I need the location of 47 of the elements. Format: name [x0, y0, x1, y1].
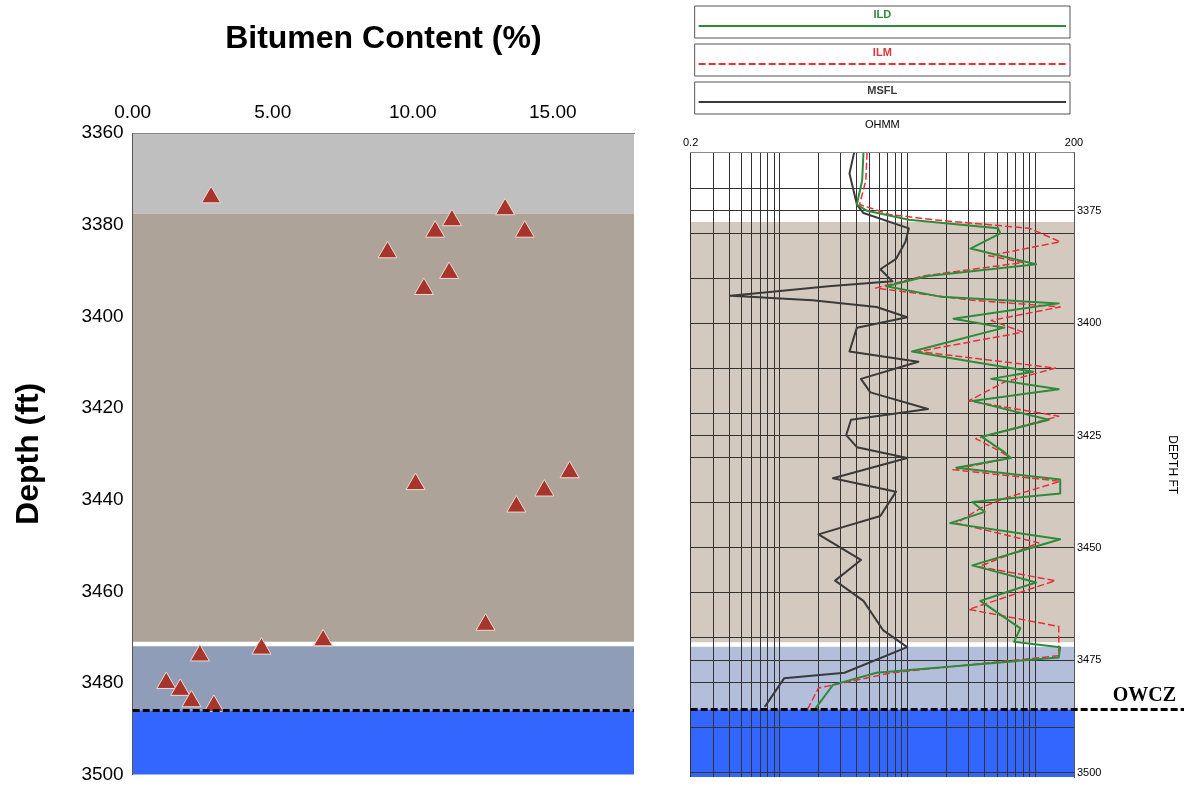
x-tick-label: 5.00 — [254, 101, 292, 123]
point — [156, 671, 177, 689]
point — [534, 479, 555, 497]
point — [377, 240, 398, 259]
y-axis-title: DEPTH FT — [1166, 435, 1181, 495]
text: ILM — [872, 45, 892, 58]
x-tick-label: 200 — [1064, 135, 1084, 148]
point — [514, 220, 535, 238]
point — [181, 689, 202, 708]
y-tick-label: 3420 — [81, 396, 124, 418]
y-axis-title: Depth (ft) — [9, 382, 46, 525]
point — [425, 220, 446, 238]
point — [405, 472, 426, 491]
point — [313, 628, 334, 647]
point — [506, 495, 527, 513]
point — [170, 678, 191, 696]
point — [189, 643, 210, 662]
x-tick-label: 0.00 — [114, 101, 152, 123]
ref-line-label: OWCZ — [1112, 682, 1176, 705]
y-tick-label: 3500 — [1077, 765, 1102, 778]
point — [201, 185, 222, 204]
x-tick-label: 0.2 — [683, 135, 699, 148]
y-tick-label: 3360 — [81, 121, 124, 143]
point — [495, 197, 516, 216]
y-tick-label: 3440 — [81, 487, 124, 509]
y-tick-label: 3480 — [81, 671, 124, 693]
x-tick-label: 10.00 — [388, 101, 437, 123]
y-tick-label: 3500 — [81, 762, 124, 784]
y-tick-label: 3450 — [1077, 540, 1102, 553]
point — [441, 208, 462, 227]
y-tick-label: 3400 — [81, 304, 124, 326]
point — [475, 613, 496, 631]
text: ILD — [873, 7, 892, 20]
x-axis-title: OHMM — [864, 117, 900, 130]
y-tick-label: 3460 — [81, 579, 124, 601]
y-tick-label: 3400 — [1077, 316, 1102, 329]
y-tick-label: 3375 — [1077, 203, 1102, 216]
y-tick-label: 3425 — [1077, 428, 1102, 441]
text: MSFL — [867, 83, 898, 96]
point — [559, 460, 580, 479]
point — [439, 261, 460, 279]
y-tick-label: 3380 — [81, 213, 124, 235]
x-tick-label: 15.00 — [529, 101, 577, 123]
point — [251, 637, 272, 655]
y-tick-label: 3475 — [1077, 653, 1102, 666]
x-axis-title: Bitumen Content (%) — [225, 19, 542, 56]
point — [413, 277, 434, 295]
